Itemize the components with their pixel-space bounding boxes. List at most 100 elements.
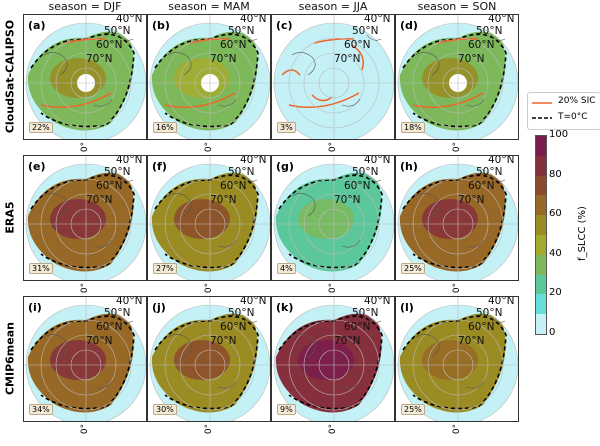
latitude-label: 70°N: [334, 194, 361, 206]
polar-map: [272, 156, 394, 280]
latitude-label: 40°N: [116, 296, 143, 307]
fslcc-field-high: [50, 340, 106, 380]
latitude-label: 70°N: [86, 335, 113, 347]
latitude-label: 60°N: [96, 180, 123, 192]
legend: 20% SIC T=0°C: [527, 92, 600, 130]
map-panel: (h) 25% 40°N 50°N 60°N 70°N: [395, 155, 519, 281]
latitude-label: 60°N: [344, 39, 371, 51]
colorbar-tick: 80: [549, 168, 562, 180]
latitude-label: 40°N: [364, 296, 391, 307]
coastline: [291, 34, 382, 107]
sic-contour: [281, 44, 364, 102]
polar-map: [396, 15, 518, 139]
column-title: season = MAM: [168, 0, 250, 13]
longitude-label: 0°: [80, 282, 91, 294]
latitude-label: 40°N: [364, 14, 391, 25]
latitude-label: 60°N: [468, 321, 495, 333]
longitude-label: 0°: [80, 423, 91, 435]
longitude-label: 0°: [204, 141, 215, 153]
map-panel: (a) 22% 40°N 50°N 60°N 70°N: [23, 14, 147, 140]
latitude-label: 70°N: [210, 53, 237, 65]
legend-sic: 20% SIC: [558, 96, 596, 106]
map-panel: (c) 3% 40°N 50°N 60°N 70°N: [271, 14, 395, 140]
latitude-label: 40°N: [488, 155, 515, 166]
legend-swatches: [532, 102, 552, 119]
latitude-label: 50°N: [476, 25, 503, 37]
polar-map: [148, 156, 270, 280]
map-panel: (d) 18% 40°N 50°N 60°N 70°N: [395, 14, 519, 140]
coastline: [43, 34, 134, 107]
t0-isotherm: [30, 174, 135, 269]
colorbar-bin: [536, 215, 546, 236]
polar-map: [148, 297, 270, 421]
panel-letter: (i): [28, 301, 42, 314]
row-label: ERA5: [3, 201, 17, 234]
longitude-label: 0°: [452, 423, 463, 435]
latitude-label: 40°N: [116, 14, 143, 25]
colorbar-bin: [536, 136, 546, 156]
latitude-label: 60°N: [220, 180, 247, 192]
latitude-label: 50°N: [476, 166, 503, 178]
coastline: [415, 34, 506, 107]
colorbar-bin: [536, 195, 546, 216]
latitude-label: 60°N: [344, 180, 371, 192]
latitude-label: 50°N: [228, 307, 255, 319]
colorbar-bin: [536, 235, 546, 255]
map-panel: (g) 4% 40°N 50°N 60°N 70°N: [271, 155, 395, 281]
t0-isotherm: [30, 33, 135, 128]
panel-letter: (f): [152, 160, 167, 173]
colorbar-tick: 60: [549, 208, 562, 220]
longitude-label: 0°: [328, 423, 339, 435]
panel-letter: (d): [400, 19, 418, 32]
latitude-label: 60°N: [96, 39, 123, 51]
fslcc-field-high: [422, 340, 478, 380]
colorbar-bin: [536, 294, 546, 315]
latitude-label: 40°N: [240, 14, 267, 25]
latitude-label: 40°N: [488, 14, 515, 25]
fslcc-field-high: [50, 199, 106, 239]
polar-map: [272, 297, 394, 421]
coastline: [43, 175, 134, 248]
latitude-label: 70°N: [458, 53, 485, 65]
polar-map: [24, 156, 146, 280]
panel-letter: (l): [400, 301, 414, 314]
longitude-label: 0°: [452, 141, 463, 153]
polar-map: [148, 15, 270, 139]
colorbar-tick: 40: [549, 247, 562, 259]
latitude-label: 70°N: [210, 335, 237, 347]
longitude-label: 0°: [328, 282, 339, 294]
colorbar-bin: [536, 274, 546, 295]
latitude-label: 50°N: [104, 25, 131, 37]
latitude-label: 70°N: [210, 194, 237, 206]
coastline: [167, 175, 258, 248]
percent-badge: 9%: [277, 404, 296, 415]
coastline: [291, 316, 382, 389]
latitude-label: 50°N: [228, 25, 255, 37]
fslcc-field-high: [174, 340, 230, 380]
t0-isotherm: [154, 174, 259, 269]
percent-badge: 4%: [277, 263, 296, 274]
colorbar-tick: 20: [549, 287, 562, 299]
map-panel: (k) 9% 40°N 50°N 60°N 70°N: [271, 296, 395, 422]
colorbar-bin: [536, 254, 546, 275]
latitude-label: 70°N: [458, 335, 485, 347]
latitude-label: 50°N: [476, 307, 503, 319]
column-title: season = JJA: [298, 0, 368, 13]
map-panel: (e) 31% 40°N 50°N 60°N 70°N: [23, 155, 147, 281]
map-panel: (l) 25% 40°N 50°N 60°N 70°N: [395, 296, 519, 422]
latitude-label: 70°N: [86, 53, 113, 65]
coastline: [291, 175, 382, 248]
column-title: season = DJF: [48, 0, 122, 13]
colorbar-bin: [536, 175, 546, 196]
percent-badge: 18%: [401, 122, 425, 133]
column-title: season = SON: [417, 0, 497, 13]
fslcc-field-high: [422, 199, 478, 239]
longitude-label: 0°: [328, 141, 339, 153]
t0-isotherm: [154, 33, 259, 128]
polar-map: [396, 156, 518, 280]
percent-badge: 16%: [153, 122, 177, 133]
panel-letter: (e): [28, 160, 46, 173]
latitude-label: 50°N: [228, 166, 255, 178]
latitude-label: 40°N: [488, 296, 515, 307]
